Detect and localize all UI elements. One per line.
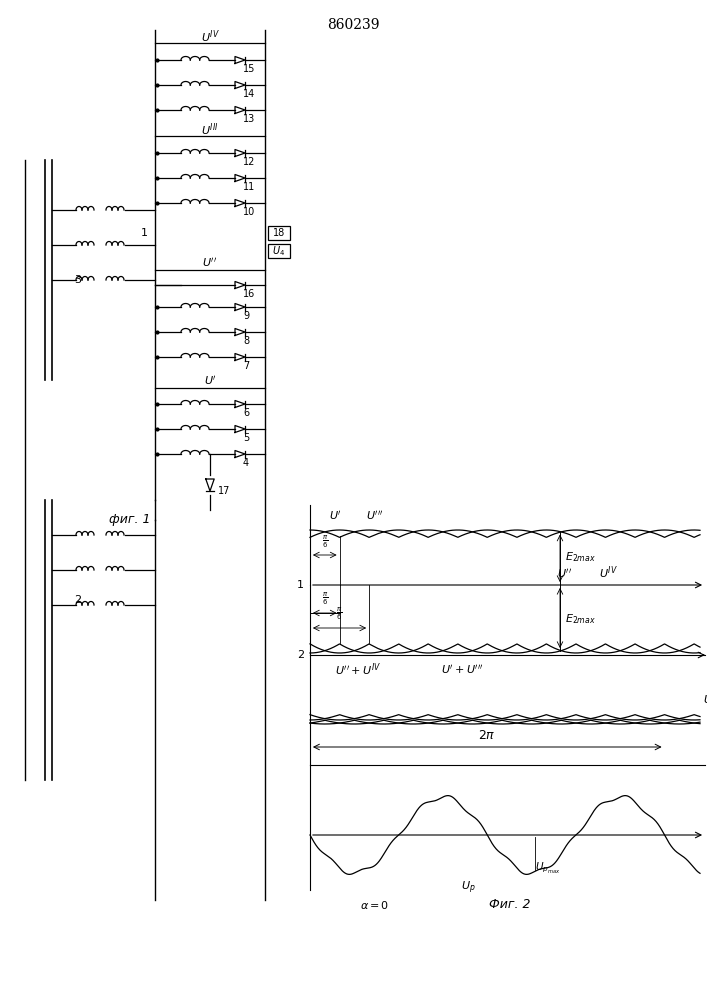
Text: фиг. 1: фиг. 1 <box>110 514 151 526</box>
Text: $U''+U^{IV}$: $U''+U^{IV}$ <box>335 662 381 678</box>
Text: $U^{IV}$: $U^{IV}$ <box>201 29 219 45</box>
Text: 2: 2 <box>297 650 304 660</box>
Bar <box>268 226 290 240</box>
Text: 3: 3 <box>74 275 81 285</box>
Text: $\frac{\pi}{6}$: $\frac{\pi}{6}$ <box>322 590 328 607</box>
Text: 1: 1 <box>297 580 304 590</box>
Text: $U'+U'''$: $U'+U'''$ <box>441 664 483 676</box>
Text: $U^{IV}$: $U^{IV}$ <box>599 565 617 581</box>
Text: $U''$: $U''$ <box>202 255 218 268</box>
Text: 12: 12 <box>243 157 255 167</box>
Text: 4: 4 <box>243 458 249 468</box>
Text: Фиг. 2: Фиг. 2 <box>489 898 531 912</box>
Bar <box>268 244 290 258</box>
Text: 17: 17 <box>218 486 230 496</box>
Text: 7: 7 <box>243 361 250 371</box>
Text: 2: 2 <box>74 595 81 605</box>
Text: $U'$: $U'$ <box>204 373 216 386</box>
Text: 10: 10 <box>243 207 255 217</box>
Text: 6: 6 <box>243 408 249 418</box>
Text: $U_d$: $U_d$ <box>703 693 707 707</box>
Text: $2\pi$: $2\pi$ <box>479 729 496 742</box>
Text: $U_{p_{max}}$: $U_{p_{max}}$ <box>535 861 561 875</box>
Text: $U_p$: $U_p$ <box>461 880 475 896</box>
Text: 15: 15 <box>243 64 255 74</box>
Text: 11: 11 <box>243 182 255 192</box>
Text: 5: 5 <box>243 433 250 443</box>
Text: $U'''$: $U'''$ <box>366 508 384 522</box>
Text: 18: 18 <box>273 228 285 238</box>
Text: $U''$: $U''$ <box>557 566 573 580</box>
Text: 860239: 860239 <box>327 18 379 32</box>
Text: $U_4$: $U_4$ <box>272 244 286 258</box>
Text: $U'$: $U'$ <box>329 508 341 522</box>
Text: 13: 13 <box>243 114 255 124</box>
Text: 16: 16 <box>243 289 255 299</box>
Text: $U^{III}$: $U^{III}$ <box>201 122 218 138</box>
Text: 8: 8 <box>243 336 249 346</box>
Text: $\frac{\pi}{6}$: $\frac{\pi}{6}$ <box>322 533 328 550</box>
Text: 14: 14 <box>243 89 255 99</box>
Text: 1: 1 <box>141 228 148 238</box>
Text: $\alpha=0$: $\alpha=0$ <box>361 899 390 911</box>
Text: $\frac{\pi}{6}$: $\frac{\pi}{6}$ <box>337 605 343 622</box>
Text: $E_{2max}$: $E_{2max}$ <box>565 612 596 626</box>
Text: 9: 9 <box>243 311 249 321</box>
Text: $E_{2max}$: $E_{2max}$ <box>565 551 596 564</box>
